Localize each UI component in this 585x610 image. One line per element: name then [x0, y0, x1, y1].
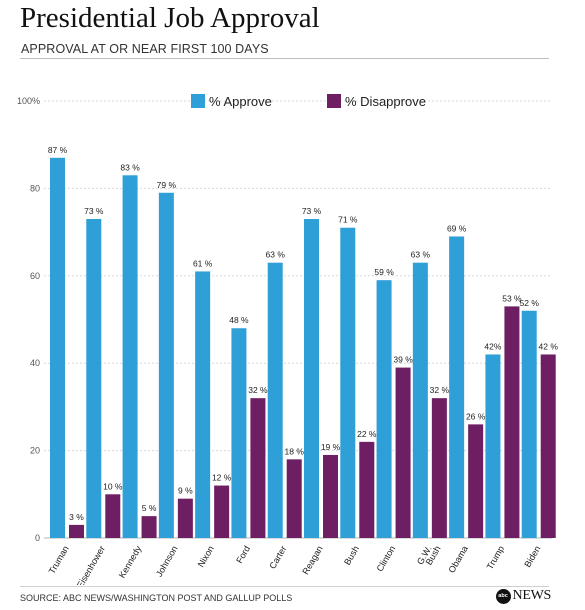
disapprove-bar [250, 398, 266, 538]
approve-bar [231, 328, 247, 538]
disapprove-value-label: 53 % [502, 293, 522, 303]
approve-value-label: 63 % [411, 250, 431, 260]
x-category-label: Truman [47, 544, 71, 576]
approve-value-label: 69 % [447, 223, 467, 233]
x-category-label: Eisenhower [75, 544, 107, 585]
approve-bar [267, 262, 283, 538]
approve-value-label: 48 % [229, 315, 249, 325]
approve-bar [50, 157, 65, 538]
y-tick-label: 100% [17, 96, 40, 106]
disapprove-bar [141, 516, 157, 538]
approve-bar [485, 354, 501, 538]
approve-bar [158, 192, 174, 538]
approve-value-label: 71 % [338, 215, 358, 225]
source-note: SOURCE: ABC NEWS/WASHINGTON POST AND GAL… [20, 593, 293, 603]
x-category-label: Bush [342, 544, 361, 567]
approve-bar [412, 262, 428, 538]
abc-news-logo: abc NEWS [495, 588, 552, 604]
disapprove-value-label: 39 % [393, 355, 413, 365]
disapprove-bar [323, 454, 338, 538]
disapprove-bar [540, 354, 556, 538]
legend-approve-swatch [191, 94, 205, 108]
y-tick-label: 40 [30, 358, 40, 368]
logo-text: NEWS [512, 588, 552, 603]
x-category-label: Carter [267, 544, 288, 571]
disapprove-value-label: 3 % [69, 512, 84, 522]
x-category-label: Reagan [300, 544, 324, 576]
disapprove-value-label: 12 % [212, 473, 232, 483]
disapprove-value-label: 5 % [142, 503, 157, 513]
approve-value-label: 61 % [193, 258, 213, 268]
approve-value-label: 42% [484, 341, 501, 351]
chart-title: Presidential Job Approval [20, 2, 320, 34]
approve-value-label: 73 % [84, 206, 104, 216]
x-category-label: Kennedy [117, 544, 144, 580]
approve-bar [521, 310, 537, 538]
approve-bar [195, 271, 211, 538]
disapprove-value-label: 10 % [103, 481, 123, 491]
y-tick-label: 80 [30, 183, 40, 193]
x-category-label: Obama [446, 544, 469, 575]
disapprove-bar [431, 398, 447, 538]
approve-value-label: 63 % [266, 250, 286, 260]
disapprove-bar [468, 424, 484, 538]
disapprove-bar [504, 306, 520, 538]
legend-approve-label: % Approve [209, 94, 272, 109]
disapprove-bar [286, 459, 302, 538]
abc-logo-icon: abc [495, 588, 511, 604]
disapprove-value-label: 9 % [178, 486, 193, 496]
bar-chart: 0 20 40 60 80 100% % Approve % Disapprove 87 % 3 … [17, 94, 559, 585]
x-category-label: Biden [522, 544, 542, 569]
footer-divider [20, 586, 549, 587]
disapprove-bar [214, 485, 230, 538]
approve-value-label: 59 % [374, 267, 394, 277]
chart-subtitle: APPROVAL AT OR NEAR FIRST 100 DAYS [21, 42, 269, 56]
header-divider [20, 58, 549, 59]
x-category-label: Trump [485, 544, 506, 571]
disapprove-value-label: 19 % [321, 442, 341, 452]
x-category-label: Nixon [196, 544, 216, 569]
y-tick-label: 20 [30, 446, 40, 456]
disapprove-value-label: 32 % [248, 385, 268, 395]
disapprove-bar [69, 524, 84, 538]
legend-disapprove-swatch [327, 94, 341, 108]
approve-bar [340, 227, 356, 539]
approve-value-label: 52 % [520, 298, 540, 308]
approve-value-label: 87 % [48, 145, 68, 155]
x-category-label: Ford [234, 544, 252, 565]
approve-bar [449, 236, 465, 538]
disapprove-value-label: 42 % [539, 341, 559, 351]
x-category-label: Clinton [375, 544, 398, 573]
approve-bar [122, 175, 138, 539]
approve-value-label: 83 % [120, 162, 140, 172]
disapprove-value-label: 18 % [285, 446, 305, 456]
y-tick-label: 60 [30, 271, 40, 281]
approve-value-label: 73 % [302, 206, 322, 216]
approve-bar [86, 218, 102, 539]
disapprove-bar [177, 498, 193, 538]
approve-bar [304, 218, 319, 539]
approve-bar [376, 280, 392, 538]
legend-disapprove-label: % Disapprove [345, 94, 426, 109]
disapprove-value-label: 22 % [357, 429, 377, 439]
y-tick-label: 0 [35, 533, 40, 543]
disapprove-value-label: 26 % [466, 411, 486, 421]
disapprove-value-label: 32 % [430, 385, 450, 395]
disapprove-bar [395, 367, 411, 538]
approve-value-label: 79 % [157, 180, 177, 190]
disapprove-bar [105, 494, 121, 538]
x-category-label: Johnson [154, 544, 180, 578]
disapprove-bar [359, 441, 375, 538]
